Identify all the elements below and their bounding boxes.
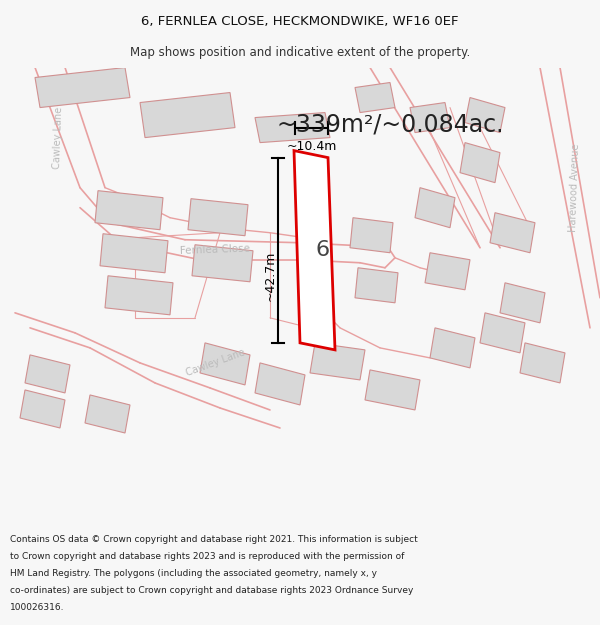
Polygon shape: [520, 343, 565, 383]
Polygon shape: [200, 343, 250, 385]
Polygon shape: [365, 370, 420, 410]
Text: 6, FERNLEA CLOSE, HECKMONDWIKE, WF16 0EF: 6, FERNLEA CLOSE, HECKMONDWIKE, WF16 0EF: [141, 15, 459, 28]
Text: Cawley Lane: Cawley Lane: [184, 348, 246, 378]
Text: ~10.4m: ~10.4m: [286, 139, 337, 152]
Polygon shape: [100, 234, 168, 272]
Polygon shape: [410, 102, 450, 132]
Polygon shape: [430, 328, 475, 368]
Polygon shape: [425, 253, 470, 290]
Polygon shape: [310, 343, 365, 380]
Polygon shape: [355, 82, 395, 112]
Text: ~42.7m: ~42.7m: [263, 250, 277, 301]
Text: Map shows position and indicative extent of the property.: Map shows position and indicative extent…: [130, 46, 470, 59]
Polygon shape: [105, 276, 173, 315]
Polygon shape: [25, 355, 70, 393]
Polygon shape: [415, 188, 455, 228]
Polygon shape: [255, 112, 330, 142]
Polygon shape: [465, 98, 505, 132]
Text: Cawley Lane: Cawley Lane: [52, 106, 64, 169]
Text: co-ordinates) are subject to Crown copyright and database rights 2023 Ordnance S: co-ordinates) are subject to Crown copyr…: [10, 586, 413, 595]
Polygon shape: [480, 313, 525, 353]
Polygon shape: [20, 390, 65, 428]
Polygon shape: [350, 217, 393, 252]
Text: Contains OS data © Crown copyright and database right 2021. This information is : Contains OS data © Crown copyright and d…: [10, 535, 418, 544]
Text: ~339m²/~0.084ac.: ~339m²/~0.084ac.: [276, 112, 504, 136]
Text: Fernlea Close: Fernlea Close: [180, 244, 250, 256]
Polygon shape: [355, 268, 398, 303]
Polygon shape: [255, 363, 305, 405]
Polygon shape: [188, 199, 248, 236]
Polygon shape: [490, 213, 535, 253]
Polygon shape: [85, 395, 130, 433]
Polygon shape: [460, 142, 500, 182]
Text: to Crown copyright and database rights 2023 and is reproduced with the permissio: to Crown copyright and database rights 2…: [10, 552, 404, 561]
Polygon shape: [500, 282, 545, 323]
Text: 6: 6: [315, 240, 329, 260]
Text: Harewood Avenue: Harewood Avenue: [568, 143, 581, 232]
Polygon shape: [35, 68, 130, 108]
Polygon shape: [95, 191, 163, 230]
Text: 100026316.: 100026316.: [10, 602, 65, 612]
Polygon shape: [140, 92, 235, 138]
Polygon shape: [192, 245, 253, 282]
Polygon shape: [294, 151, 335, 350]
Text: HM Land Registry. The polygons (including the associated geometry, namely x, y: HM Land Registry. The polygons (includin…: [10, 569, 377, 578]
